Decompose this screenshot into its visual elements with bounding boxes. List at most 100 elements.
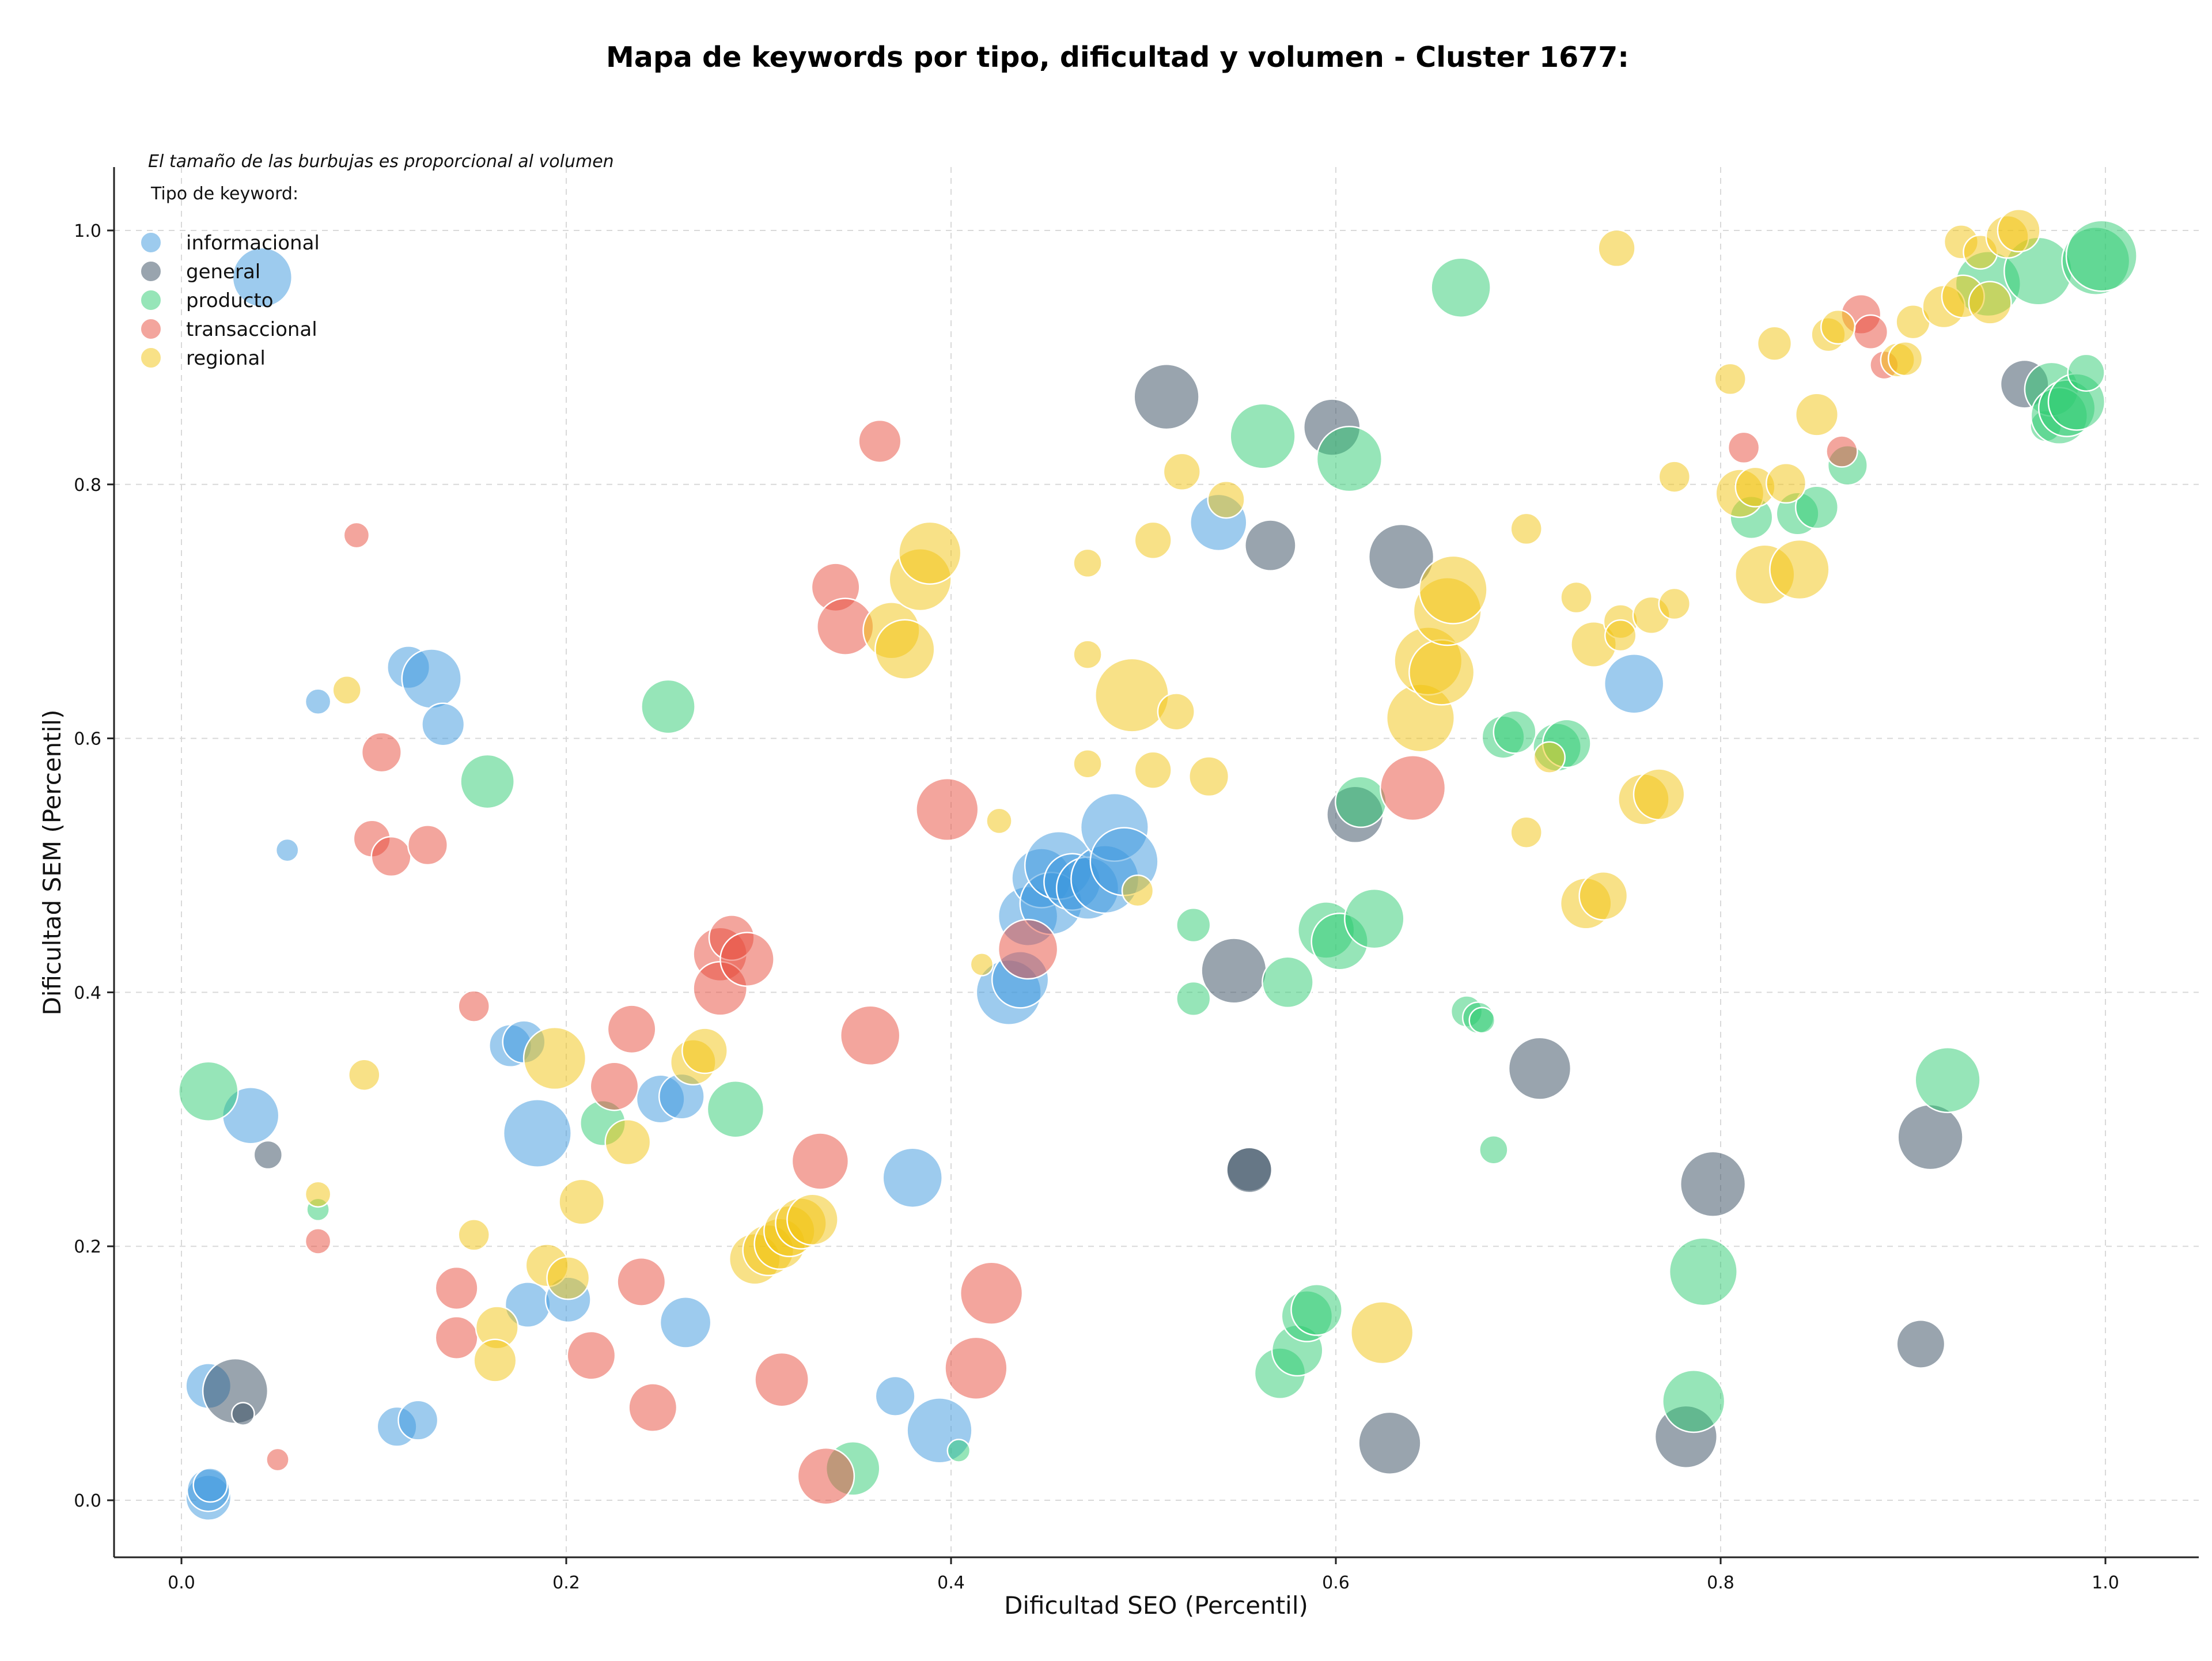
legend-label: informacional <box>186 232 320 255</box>
bubble-transaccional <box>616 1257 666 1307</box>
bubble-regional <box>522 1026 587 1091</box>
bubble-producto <box>1468 1007 1496 1034</box>
bubble-regional <box>546 1256 590 1300</box>
bubble-general <box>1896 1319 1946 1369</box>
bubble-transaccional <box>343 521 370 549</box>
legend-swatch <box>140 260 162 282</box>
bubble-general <box>1133 364 1200 430</box>
bubble-transaccional <box>304 1228 332 1255</box>
bubble-regional <box>473 1338 517 1383</box>
bubble-producto <box>1479 1134 1509 1165</box>
bubble-general <box>1508 1036 1572 1100</box>
bubble-informacional <box>874 1375 916 1417</box>
bubble-transaccional <box>791 1132 850 1190</box>
bubble-transaccional <box>839 1005 901 1066</box>
bubble-regional <box>1968 281 2012 325</box>
bubble-transaccional <box>959 1261 1024 1325</box>
bubble-transaccional <box>589 1061 639 1111</box>
bubble-transaccional <box>407 824 449 866</box>
legend-swatch <box>140 347 162 369</box>
legend-title: Tipo de keyword: <box>150 184 298 204</box>
bubble-regional <box>1769 539 1830 600</box>
bubble-regional <box>1408 639 1475 706</box>
bubble-regional <box>1073 640 1103 669</box>
bubble-general <box>253 1140 283 1170</box>
bubble-producto <box>1262 956 1314 1009</box>
bubble-informacional <box>659 1296 712 1349</box>
y-axis-label: Dificultad SEM (Percentil) <box>38 710 66 1016</box>
legend-item-transaccional: transaccional <box>140 318 317 341</box>
bubble-transaccional <box>915 777 979 842</box>
bubble-general <box>1358 1411 1422 1475</box>
bubble-regional <box>1510 816 1543 849</box>
bubble-general <box>1244 519 1297 572</box>
bubble-informacional <box>304 688 332 716</box>
bubble-regional <box>1714 362 1747 396</box>
bubble-regional <box>1794 392 1839 437</box>
legend-item-regional: regional <box>140 347 266 370</box>
legend-swatch <box>140 318 162 340</box>
bubble-producto <box>706 1080 765 1138</box>
x-tick-label: 0.4 <box>937 1573 965 1593</box>
bubble-transaccional <box>434 1266 479 1310</box>
x-tick-label: 0.8 <box>1707 1573 1734 1593</box>
bubble-regional <box>1134 521 1172 559</box>
bubble-producto <box>1176 981 1211 1017</box>
bubble-transaccional <box>1825 435 1858 468</box>
bubble-regional <box>969 952 994 977</box>
bubble-size-note: El tamaño de las burbujas es proporciona… <box>148 152 614 172</box>
bubble-transaccional <box>370 836 412 877</box>
bubble-informacional <box>1603 653 1665 714</box>
bubble-regional <box>1633 768 1685 820</box>
bubble-transaccional <box>266 1447 290 1472</box>
axis-ticks: 0.0 0.2 0.4 0.6 0.8 1.0 0.0 0.2 0.4 0.6 0.8 1.0 <box>74 221 2119 1593</box>
bubble-general <box>1368 523 1435 591</box>
bubble-regional <box>1533 741 1566 774</box>
bubble-regional <box>304 1181 332 1208</box>
bubble-informacional <box>421 702 465 747</box>
bubble-informacional <box>397 1399 439 1441</box>
bubble-transaccional <box>997 918 1059 980</box>
series-transaccional <box>266 293 1899 1505</box>
bubble-regional <box>1756 326 1793 361</box>
bubble-transaccional <box>944 1336 1008 1400</box>
bubble-transaccional <box>858 419 902 463</box>
bubble-producto <box>1176 907 1211 943</box>
y-tick-label: 1.0 <box>74 221 101 241</box>
bubble-transaccional <box>797 1447 855 1505</box>
bubble-regional <box>1578 871 1628 921</box>
bubble-transaccional <box>457 990 490 1023</box>
bubble-producto <box>1493 710 1537 754</box>
series-regional <box>304 208 2041 1383</box>
bubble-informacional <box>232 247 293 308</box>
y-tick-label: 0.6 <box>74 729 101 750</box>
x-tick-label: 0.0 <box>168 1573 195 1593</box>
bubble-regional <box>898 521 962 585</box>
bubble-regional <box>558 1178 605 1225</box>
bubble-regional <box>1207 480 1245 519</box>
y-tick-label: 0.4 <box>74 983 101 1003</box>
bubble-regional <box>1121 874 1154 907</box>
bubble-producto <box>1229 403 1296 470</box>
bubble-general <box>1226 1147 1273 1194</box>
bubble-transaccional <box>1853 314 1889 350</box>
legend-label: regional <box>186 347 266 370</box>
bubble-general <box>231 1402 255 1426</box>
bubble-general <box>1679 1151 1747 1217</box>
bubble-informacional <box>401 648 462 709</box>
bubble-regional <box>681 1027 728 1074</box>
legend-item-informacional: informacional <box>140 232 320 255</box>
bubble-regional <box>1188 756 1230 797</box>
bubble-transaccional <box>1727 431 1760 464</box>
legend-item-general: general <box>140 260 260 283</box>
x-axis-label: Dificultad SEO (Percentil) <box>1004 1591 1308 1620</box>
bubble-transaccional <box>628 1383 678 1433</box>
bubble-informacional <box>882 1147 943 1208</box>
bubble-informacional <box>502 1098 572 1168</box>
bubble-regional <box>1997 208 2041 253</box>
bubble-producto <box>2067 353 2105 392</box>
bubble-producto <box>946 1439 971 1463</box>
bubble-producto <box>1335 775 1387 828</box>
bubble-producto <box>1344 888 1405 949</box>
bubble-regional <box>332 675 362 705</box>
